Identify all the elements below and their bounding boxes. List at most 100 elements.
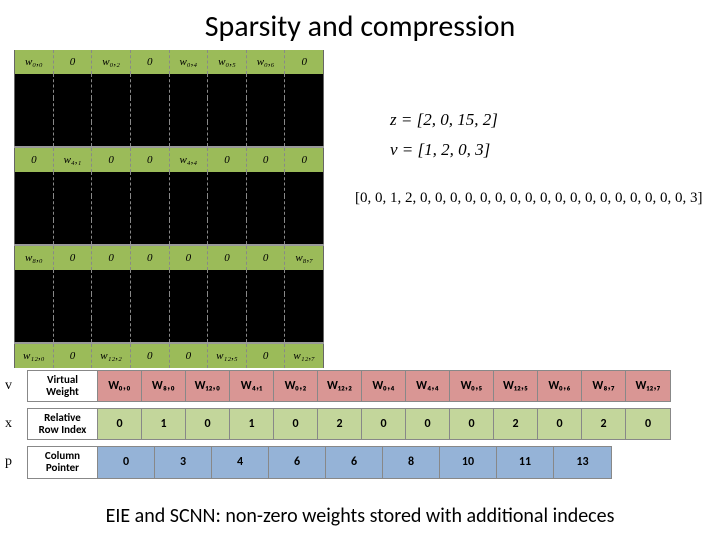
csr-cell: 0 <box>538 409 582 439</box>
csr-x-cells: RelativeRow Index0101020002020 <box>27 408 671 440</box>
matrix-cell <box>15 318 53 342</box>
matrix-cell: 0 <box>169 246 208 270</box>
matrix-cell <box>169 220 208 244</box>
csr-cell: W₀,₂ <box>274 371 318 401</box>
matrix-cell: w₀,₂ <box>91 50 130 74</box>
matrix-cell <box>15 270 53 294</box>
csr-cell: W₀,₅ <box>450 371 494 401</box>
matrix-cell <box>284 220 323 244</box>
csr-cell: 6 <box>269 447 326 477</box>
matrix-cell: w₁₂,₀ <box>15 344 53 368</box>
matrix-cell <box>53 122 92 146</box>
matrix-cell <box>169 98 208 122</box>
page-title: Sparsity and compression <box>0 0 720 49</box>
matrix-cell <box>169 196 208 220</box>
matrix-row <box>14 74 324 98</box>
csr-cell: W₀,₀ <box>98 371 142 401</box>
matrix-cell <box>207 270 246 294</box>
matrix-cell: 0 <box>246 344 285 368</box>
matrix-cell <box>15 98 53 122</box>
csr-cell: W₈,₀ <box>142 371 186 401</box>
csr-v-cells: VirtualWeightW₀,₀W₈,₀W₁₂,₀W₄,₁W₀,₂W₁₂,₂W… <box>27 370 671 402</box>
csr-cell: 0 <box>406 409 450 439</box>
eq-z: z = [2, 0, 15, 2] <box>390 110 498 130</box>
csr-cell: 2 <box>582 409 626 439</box>
matrix-row <box>14 98 324 122</box>
csr-cell: W₀,₄ <box>362 371 406 401</box>
weight-matrix: w₀,₀0w₀,₂0w₀,₄w₀,₅w₀,₆00w₄,₁00w₄,₄000w₈,… <box>14 50 324 368</box>
matrix-cell <box>284 98 323 122</box>
matrix-cell <box>53 98 92 122</box>
matrix-cell <box>246 270 285 294</box>
csr-p-cells: ColumnPointer034668101113 <box>27 446 612 478</box>
matrix-cell <box>284 172 323 196</box>
matrix-cell <box>15 172 53 196</box>
csr-cell: W₁₂,₀ <box>186 371 230 401</box>
matrix-cell <box>207 220 246 244</box>
equations: z = [2, 0, 15, 2] v = [1, 2, 0, 3] <box>390 110 498 170</box>
matrix-cell: 0 <box>207 148 246 172</box>
matrix-cell <box>169 318 208 342</box>
csr-cell: W₈,₇ <box>582 371 626 401</box>
csr-cell: 1 <box>230 409 274 439</box>
matrix-cell: 0 <box>130 148 169 172</box>
matrix-cell: w₀,₅ <box>207 50 246 74</box>
matrix-cell <box>207 196 246 220</box>
matrix-row: w₈,₀000000w₈,₇ <box>14 246 324 270</box>
csr-cell: 0 <box>98 409 142 439</box>
matrix-cell <box>130 122 169 146</box>
matrix-cell <box>246 196 285 220</box>
matrix-cell <box>53 74 92 98</box>
csr-cell: 2 <box>494 409 538 439</box>
csr-cell: 0 <box>274 409 318 439</box>
csr-cell: W₁₂,₂ <box>318 371 362 401</box>
matrix-cell: 0 <box>130 246 169 270</box>
csr-x-letter: x <box>5 416 27 432</box>
matrix-cell <box>169 74 208 98</box>
matrix-cell: w₁₂,₇ <box>284 344 323 368</box>
matrix-cell <box>15 294 53 318</box>
matrix-cell <box>130 318 169 342</box>
matrix-cell <box>246 172 285 196</box>
matrix-cell: 0 <box>91 148 130 172</box>
matrix-cell <box>246 294 285 318</box>
matrix-cell <box>130 74 169 98</box>
csr-cell: 0 <box>186 409 230 439</box>
csr-block: v VirtualWeightW₀,₀W₈,₀W₁₂,₀W₄,₁W₀,₂W₁₂,… <box>5 370 715 485</box>
matrix-cell <box>130 270 169 294</box>
csr-cell: W₀,₆ <box>538 371 582 401</box>
matrix-cell: 0 <box>246 148 285 172</box>
csr-cell: 13 <box>554 447 611 477</box>
matrix-row <box>14 172 324 196</box>
csr-cell: 0 <box>450 409 494 439</box>
csr-label: ColumnPointer <box>28 447 98 477</box>
matrix-cell: w₄,₁ <box>53 148 92 172</box>
csr-cell: 6 <box>326 447 383 477</box>
csr-label: RelativeRow Index <box>28 409 98 439</box>
eq-v: v = [1, 2, 0, 3] <box>390 140 498 160</box>
footer-text: EIE and SCNN: non-zero weights stored wi… <box>0 504 720 528</box>
matrix-cell <box>284 270 323 294</box>
matrix-cell <box>91 294 130 318</box>
matrix-cell <box>284 294 323 318</box>
csr-p-row: p ColumnPointer034668101113 <box>5 446 715 478</box>
matrix-row: w₁₂,₀0w₁₂,₂00w₁₂,₅0w₁₂,₇ <box>14 344 324 368</box>
matrix-cell: w₀,₀ <box>15 50 53 74</box>
csr-cell: W₁₂,₅ <box>494 371 538 401</box>
matrix-cell <box>53 196 92 220</box>
matrix-cell <box>169 270 208 294</box>
csr-v-letter: v <box>5 378 27 394</box>
matrix-cell: 0 <box>169 344 208 368</box>
matrix-cell <box>91 172 130 196</box>
matrix-cell: 0 <box>284 50 323 74</box>
matrix-cell <box>91 98 130 122</box>
csr-label: VirtualWeight <box>28 371 98 401</box>
matrix-cell <box>284 318 323 342</box>
matrix-cell <box>246 98 285 122</box>
matrix-cell: w₁₂,₅ <box>207 344 246 368</box>
matrix-cell <box>207 318 246 342</box>
matrix-row: w₀,₀0w₀,₂0w₀,₄w₀,₅w₀,₆0 <box>14 50 324 74</box>
matrix-cell <box>15 220 53 244</box>
matrix-cell: w₈,₇ <box>284 246 323 270</box>
matrix-cell: 0 <box>207 246 246 270</box>
